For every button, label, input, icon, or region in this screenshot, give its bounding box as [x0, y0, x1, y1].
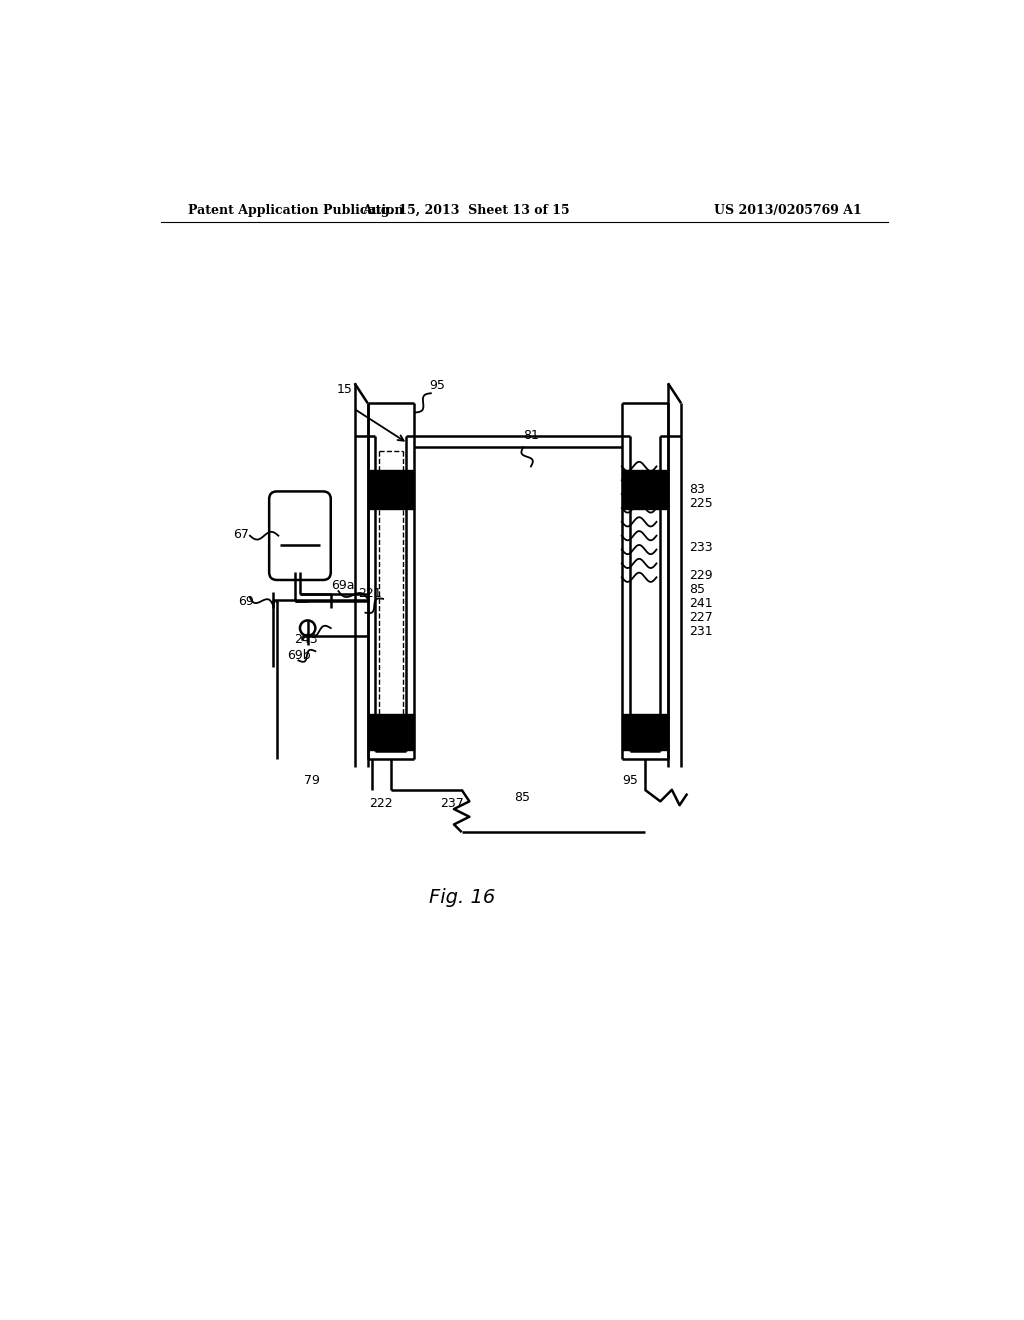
Text: 241: 241 — [689, 597, 713, 610]
Text: 15: 15 — [337, 383, 353, 396]
Text: 69a: 69a — [331, 579, 354, 593]
Text: 85: 85 — [514, 791, 530, 804]
Text: 225: 225 — [689, 496, 713, 510]
Text: 81: 81 — [523, 429, 539, 442]
Bar — [368, 470, 414, 508]
Text: 233: 233 — [689, 541, 713, 554]
Text: 69: 69 — [239, 594, 254, 607]
Text: 67: 67 — [233, 528, 249, 541]
Text: 221: 221 — [357, 587, 381, 601]
Text: 79: 79 — [304, 774, 319, 787]
Text: 83: 83 — [689, 483, 705, 496]
Text: 243: 243 — [294, 634, 317, 647]
Text: 222: 222 — [370, 797, 393, 810]
Circle shape — [300, 620, 315, 636]
Text: 237: 237 — [440, 797, 464, 810]
Text: US 2013/0205769 A1: US 2013/0205769 A1 — [715, 205, 862, 218]
Text: 231: 231 — [689, 624, 713, 638]
Text: 85: 85 — [689, 583, 705, 597]
Text: 227: 227 — [689, 611, 713, 624]
Bar — [368, 714, 414, 750]
Text: 69b: 69b — [287, 648, 310, 661]
Text: 95: 95 — [622, 774, 638, 787]
Bar — [622, 714, 668, 750]
Bar — [622, 470, 668, 508]
Text: Aug. 15, 2013  Sheet 13 of 15: Aug. 15, 2013 Sheet 13 of 15 — [361, 205, 569, 218]
Text: Fig. 16: Fig. 16 — [428, 888, 495, 907]
Text: 229: 229 — [689, 569, 713, 582]
FancyBboxPatch shape — [269, 491, 331, 579]
Text: Patent Application Publication: Patent Application Publication — [188, 205, 403, 218]
Text: 95: 95 — [429, 379, 445, 392]
